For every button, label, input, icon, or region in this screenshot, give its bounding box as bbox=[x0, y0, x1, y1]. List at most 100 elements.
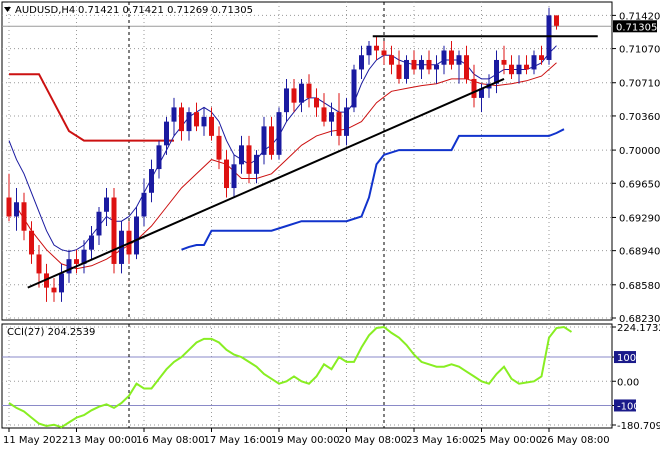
candle-body bbox=[314, 97, 319, 108]
candle-body bbox=[456, 55, 462, 65]
ohlc-readout: 0.71421 0.71421 0.71269 0.71305 bbox=[78, 5, 253, 16]
candle-body bbox=[29, 230, 34, 255]
candle-body bbox=[374, 45, 379, 51]
candle-body bbox=[224, 159, 229, 189]
cci-panel-frame bbox=[1, 323, 613, 429]
candle-body bbox=[66, 259, 72, 274]
candle-body bbox=[149, 169, 154, 193]
price-tick-label: 0.69290 bbox=[619, 213, 660, 224]
candle-body bbox=[74, 259, 79, 264]
time-tick-label: 25 May 00:00 bbox=[474, 435, 543, 446]
price-axis: 0.71420 0.71070 0.70710 0.70360 0.70000 0.696… bbox=[612, 11, 660, 325]
vertical-session-lines bbox=[128, 2, 385, 428]
candle-body bbox=[479, 88, 484, 98]
candle-body bbox=[14, 202, 19, 217]
candle-body bbox=[539, 55, 544, 60]
candle-body bbox=[186, 112, 192, 132]
trend-lines-layer bbox=[27, 35, 598, 289]
time-tick-label: 16 May 08:00 bbox=[136, 435, 205, 446]
price-tick-label: 0.69650 bbox=[619, 179, 660, 190]
time-tick-label: 20 May 08:00 bbox=[339, 435, 408, 446]
candle-body bbox=[171, 107, 177, 122]
candle-body bbox=[104, 197, 109, 212]
candle-body bbox=[494, 59, 499, 84]
candle-body bbox=[134, 216, 139, 255]
candle-body bbox=[419, 59, 424, 70]
candle-body bbox=[464, 55, 469, 79]
price-tick-label: 0.68580 bbox=[619, 281, 660, 292]
cci-layer bbox=[8, 325, 573, 429]
candle-body bbox=[471, 78, 477, 98]
candle-body bbox=[141, 192, 147, 217]
candle-body bbox=[366, 45, 372, 56]
candle-body bbox=[411, 59, 417, 70]
candle-body bbox=[389, 55, 394, 65]
cci-line bbox=[8, 325, 573, 429]
candle-body bbox=[111, 197, 117, 264]
candle-body bbox=[329, 112, 334, 122]
time-tick-label: 19 May 00:00 bbox=[271, 435, 340, 446]
candle-body bbox=[434, 64, 439, 70]
candle-body bbox=[524, 64, 529, 70]
candle-body bbox=[509, 64, 514, 75]
candle-body bbox=[81, 249, 87, 264]
candle-body bbox=[59, 273, 64, 293]
current-price-box bbox=[613, 20, 657, 33]
price-tick-label: 0.71070 bbox=[619, 45, 660, 56]
candle-body bbox=[156, 145, 162, 170]
candle-body bbox=[299, 83, 304, 103]
cci-tick-label: 0.00 bbox=[617, 377, 639, 388]
price-panel-frame bbox=[1, 1, 613, 321]
cci-axis: 224.1732 100 0.00 -100 -180.7098 bbox=[612, 323, 660, 432]
price-tick-label: 0.68940 bbox=[619, 247, 660, 258]
candle-body bbox=[381, 50, 387, 56]
candle-body bbox=[336, 112, 342, 136]
time-tick-label: 26 May 08:00 bbox=[541, 435, 610, 446]
trendline bbox=[27, 78, 505, 289]
cci-tick-label: -180.7098 bbox=[617, 421, 660, 432]
candle-body bbox=[216, 135, 222, 160]
candle-body bbox=[89, 235, 94, 250]
candle-body bbox=[164, 121, 169, 146]
cci-tick-label: -100 bbox=[617, 401, 640, 412]
candle-body bbox=[546, 15, 552, 60]
candle-body bbox=[516, 64, 522, 75]
candle-body bbox=[291, 88, 297, 103]
candle-body bbox=[449, 50, 454, 65]
price-tick-label: 0.70710 bbox=[619, 79, 660, 90]
candle-body bbox=[501, 59, 507, 65]
symbol-label: AUDUSD,H4 bbox=[15, 5, 75, 16]
candle-body bbox=[179, 107, 184, 132]
candle-body bbox=[261, 126, 267, 155]
candle-body bbox=[306, 83, 312, 98]
candle-body bbox=[194, 112, 199, 127]
candle-body bbox=[96, 211, 102, 236]
candle-body bbox=[284, 88, 289, 113]
price-tick-label: 0.70360 bbox=[619, 112, 660, 123]
candle-body bbox=[254, 154, 259, 174]
candle-body bbox=[426, 59, 432, 70]
candle-body bbox=[276, 112, 282, 155]
cci-level-box bbox=[614, 399, 636, 412]
cci-tick-label: 100 bbox=[617, 353, 636, 364]
time-tick-label: 11 May 2022 bbox=[3, 435, 68, 446]
candle-body bbox=[44, 273, 49, 288]
lower-band-line bbox=[181, 128, 565, 251]
candle-body bbox=[396, 64, 402, 79]
cci-tick-label: 224.1732 bbox=[617, 323, 660, 334]
symbol-dropdown-icon[interactable] bbox=[4, 7, 11, 12]
candle-body bbox=[441, 50, 447, 65]
time-tick-label: 17 May 16:00 bbox=[204, 435, 273, 446]
candle-body bbox=[246, 145, 252, 174]
candle-body bbox=[201, 116, 207, 127]
upper-band-line bbox=[9, 73, 174, 142]
candle-body bbox=[351, 69, 357, 108]
candle-body bbox=[36, 254, 42, 274]
candle-body bbox=[359, 55, 364, 70]
candle-body bbox=[6, 197, 12, 217]
bands-layer bbox=[9, 73, 565, 251]
candle-body bbox=[239, 145, 244, 165]
price-grid bbox=[2, 2, 612, 428]
candle-body bbox=[231, 164, 237, 189]
candle-body bbox=[21, 202, 27, 231]
